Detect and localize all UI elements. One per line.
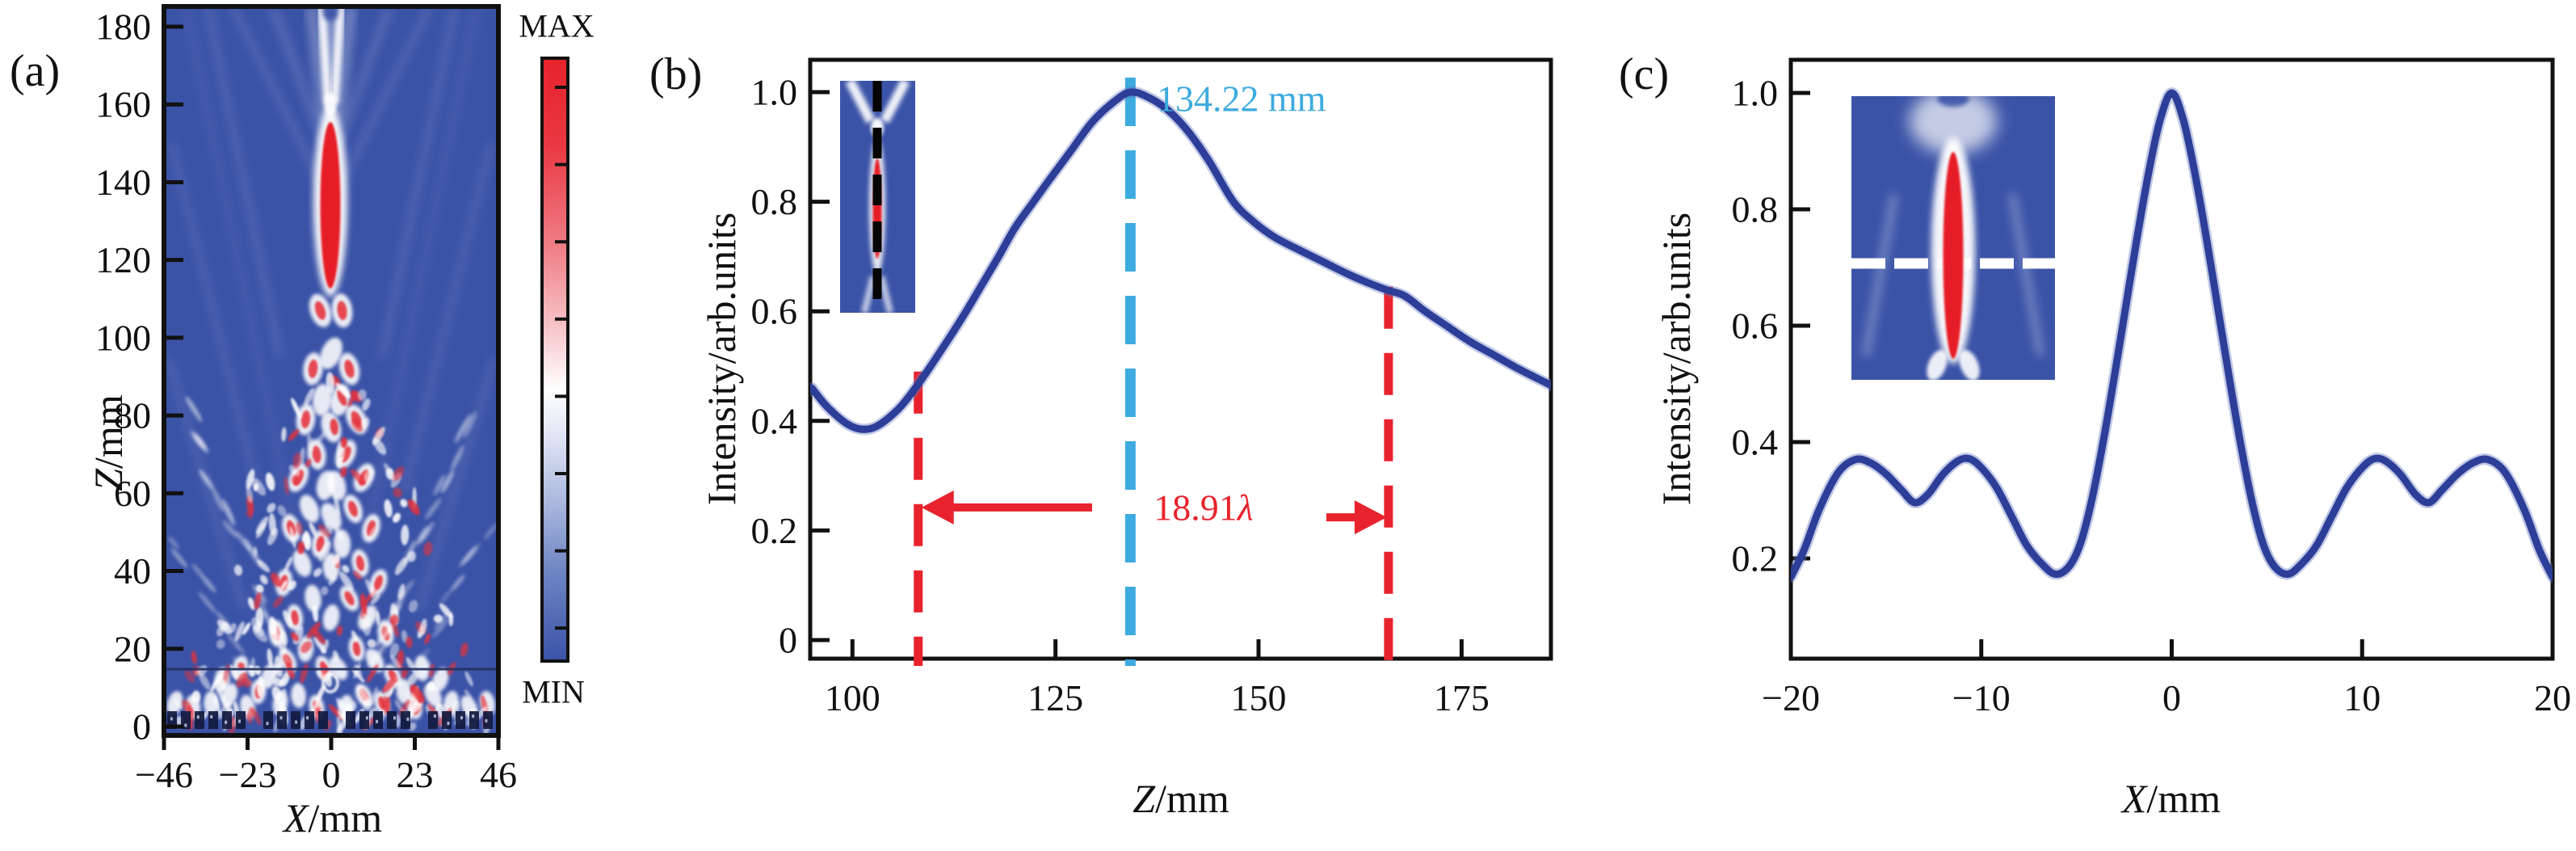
panel-a-xtick: −23 xyxy=(219,754,277,795)
panel-b-ytick: 0.8 xyxy=(751,181,798,222)
panel-c-xtick: 0 xyxy=(2162,677,2181,718)
panel-a-xtick: 46 xyxy=(480,754,517,795)
left-arrow-icon xyxy=(921,490,954,525)
panel-c-axes: 0.2 0.4 0.6 0.8 1.0 −20 −10 0 10 20 xyxy=(1732,57,2571,718)
panel-a-ytick: 180 xyxy=(95,6,151,48)
panel-b-ytick: 1.0 xyxy=(751,72,798,113)
panel-b-ytick: 0.6 xyxy=(751,291,798,332)
right-arrow-icon xyxy=(1354,500,1387,535)
panel-c-xtick: 20 xyxy=(2534,677,2571,718)
panel-a-ytick: 120 xyxy=(95,239,151,280)
panel-a-xtick: 23 xyxy=(397,754,434,795)
panel-b-xtick: 100 xyxy=(825,677,880,718)
panel-c-ytick: 1.0 xyxy=(1732,73,1779,114)
panel-a-axes: 0 20 40 60 80 100 120 140 160 180 −46 −23 0 23 46 xyxy=(95,4,517,795)
panel-a-xtick: 0 xyxy=(322,754,341,795)
panel-a-heatmap xyxy=(164,6,498,735)
panel-a-ytick: 100 xyxy=(95,317,151,358)
panel-b-axes: 0 0.2 0.4 0.6 0.8 1.0 100 125 150 175 xyxy=(751,57,1553,718)
panel-a-ytick: 20 xyxy=(114,628,151,669)
panel-c-xtick: 10 xyxy=(2343,677,2381,718)
panel-b-xtick: 150 xyxy=(1231,677,1287,718)
panel-b-annotations xyxy=(914,78,1393,666)
panel-a-ytick: 60 xyxy=(114,473,151,514)
panel-a-ytick: 40 xyxy=(114,550,151,592)
panel-c-inset-field-map xyxy=(1851,96,2055,380)
panel-c-curve xyxy=(1791,86,2553,583)
panel-c-xtick: −20 xyxy=(1762,677,1820,718)
panel-a-xtick: −46 xyxy=(135,754,193,795)
panel-b-ytick: 0 xyxy=(779,620,797,661)
panel-c-ytick: 0.4 xyxy=(1732,422,1779,463)
panel-c-ytick: 0.6 xyxy=(1732,305,1779,347)
panel-a-ytick: 160 xyxy=(95,84,151,125)
panel-b-ytick: 0.4 xyxy=(751,400,798,441)
panel-b-xtick: 175 xyxy=(1434,677,1490,718)
panel-a-ytick: 0 xyxy=(132,706,151,748)
panel-c-xtick: −10 xyxy=(1952,677,2011,718)
panel-c-ytick: 0.8 xyxy=(1732,189,1779,230)
panel-b-curve xyxy=(810,86,1551,436)
panel-b-ytick: 0.2 xyxy=(751,510,798,551)
panel-b-inset-field-map xyxy=(840,81,915,313)
panel-b-xtick: 125 xyxy=(1027,677,1083,718)
panel-a-ytick: 80 xyxy=(114,395,151,436)
colorbar xyxy=(540,57,569,663)
panel-c-ytick: 0.2 xyxy=(1732,538,1779,579)
panel-a-ytick: 140 xyxy=(95,162,151,203)
